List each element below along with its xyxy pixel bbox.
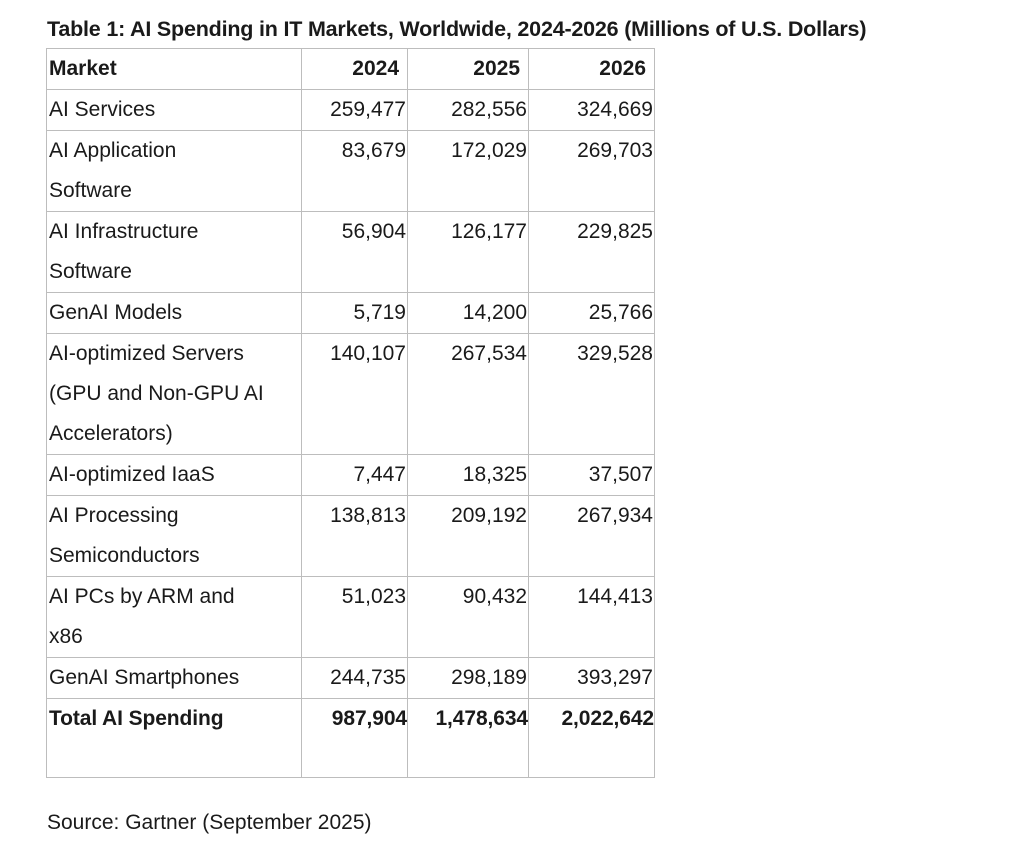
market-cell: AI Services: [46, 89, 302, 131]
table-title: Table 1: AI Spending in IT Markets, Worl…: [47, 17, 867, 41]
value-cell-2024: 56,904: [301, 211, 408, 293]
table-row: AI Processing Semiconductors 138,813 209,19…: [46, 495, 655, 577]
table-row: GenAI Models 5,719 14,200 25,766: [46, 292, 655, 334]
value-cell-2026: 144,413: [528, 576, 655, 658]
market-label-line: AI-optimized IaaS: [49, 463, 215, 486]
value-cell-2025: 172,029: [407, 130, 529, 212]
market-label-line: AI Infrastructure: [49, 220, 199, 243]
total-row: Total AI Spending 987,904 1,478,634 2,022,6…: [46, 698, 655, 778]
market-cell: AI-optimized IaaS: [46, 454, 302, 496]
table-body: Market 2024 2025 2026 AI Services 259,477…: [46, 48, 655, 778]
value-cell-2026: 37,507: [528, 454, 655, 496]
value-cell-2025: 209,192: [407, 495, 529, 577]
market-cell: GenAI Smartphones: [46, 657, 302, 699]
value-cell-2025: 14,200: [407, 292, 529, 334]
header-2025: 2025: [407, 48, 529, 90]
source-note: Source: Gartner (September 2025): [47, 811, 372, 834]
value-cell-2026: 324,669: [528, 89, 655, 131]
value-cell-2025: 90,432: [407, 576, 529, 658]
value-cell-2026: 269,703: [528, 130, 655, 212]
market-label-line: Software: [49, 260, 132, 283]
value-cell-2025: 18,325: [407, 454, 529, 496]
table-row: AI Services 259,477 282,556 324,669: [46, 89, 655, 131]
market-label-line: AI-optimized Servers: [49, 342, 244, 365]
table-row: AI Application Software 83,679 172,029 269,7…: [46, 130, 655, 212]
market-label-line: AI Services: [49, 98, 156, 121]
table-row: AI PCs by ARM and x86 51,023 90,432 144,413: [46, 576, 655, 658]
header-market: Market: [46, 48, 302, 90]
value-cell-2025: 267,534: [407, 333, 529, 455]
value-cell-2025: 126,177: [407, 211, 529, 293]
market-label-line: AI Processing: [49, 504, 179, 527]
market-label-line: AI Application: [49, 139, 177, 162]
value-cell-2024: 244,735: [301, 657, 408, 699]
value-cell-2026: 329,528: [528, 333, 655, 455]
market-cell: AI Application Software: [46, 130, 302, 212]
value-cell-2026: 25,766: [528, 292, 655, 334]
table-row: GenAI Smartphones 244,735 298,189 393,297: [46, 657, 655, 699]
market-label-line: x86: [49, 625, 83, 648]
market-label-line: GenAI Smartphones: [49, 666, 240, 689]
value-cell-2026: 229,825: [528, 211, 655, 293]
table-row: AI-optimized IaaS 7,447 18,325 37,507: [46, 454, 655, 496]
market-label-line: Software: [49, 179, 132, 202]
header-2024: 2024: [301, 48, 408, 90]
value-cell-2024: 5,719: [301, 292, 408, 334]
value-cell-2025: 298,189: [407, 657, 529, 699]
market-label-line: AI PCs by ARM and: [49, 585, 235, 608]
market-label-line: GenAI Models: [49, 301, 183, 324]
value-cell-2024: 138,813: [301, 495, 408, 577]
total-2025: 1,478,634: [407, 698, 529, 778]
value-cell-2024: 7,447: [301, 454, 408, 496]
value-cell-2024: 259,477: [301, 89, 408, 131]
market-label-line: (GPU and Non-GPU AI: [49, 382, 264, 405]
market-cell: AI-optimized Servers (GPU and Non-GPU AI A…: [46, 333, 302, 455]
value-cell-2024: 51,023: [301, 576, 408, 658]
value-cell-2026: 393,297: [528, 657, 655, 699]
ai-spending-table: Market 2024 2025 2026 AI Services 259,477…: [46, 48, 655, 778]
total-label: Total AI Spending: [46, 698, 302, 778]
total-2026: 2,022,642: [528, 698, 655, 778]
table-row: AI Infrastructure Software 56,904 126,177 22…: [46, 211, 655, 293]
total-2024: 987,904: [301, 698, 408, 778]
market-cell: AI Infrastructure Software: [46, 211, 302, 293]
market-cell: GenAI Models: [46, 292, 302, 334]
value-cell-2024: 140,107: [301, 333, 408, 455]
value-cell-2025: 282,556: [407, 89, 529, 131]
market-label-line: Semiconductors: [49, 544, 200, 567]
value-cell-2026: 267,934: [528, 495, 655, 577]
table-row: AI-optimized Servers (GPU and Non-GPU AI A…: [46, 333, 655, 455]
market-label-line: Accelerators): [49, 422, 173, 445]
market-cell: AI Processing Semiconductors: [46, 495, 302, 577]
market-cell: AI PCs by ARM and x86: [46, 576, 302, 658]
header-2026: 2026: [528, 48, 655, 90]
value-cell-2024: 83,679: [301, 130, 408, 212]
table-header-row: Market 2024 2025 2026: [46, 48, 655, 90]
